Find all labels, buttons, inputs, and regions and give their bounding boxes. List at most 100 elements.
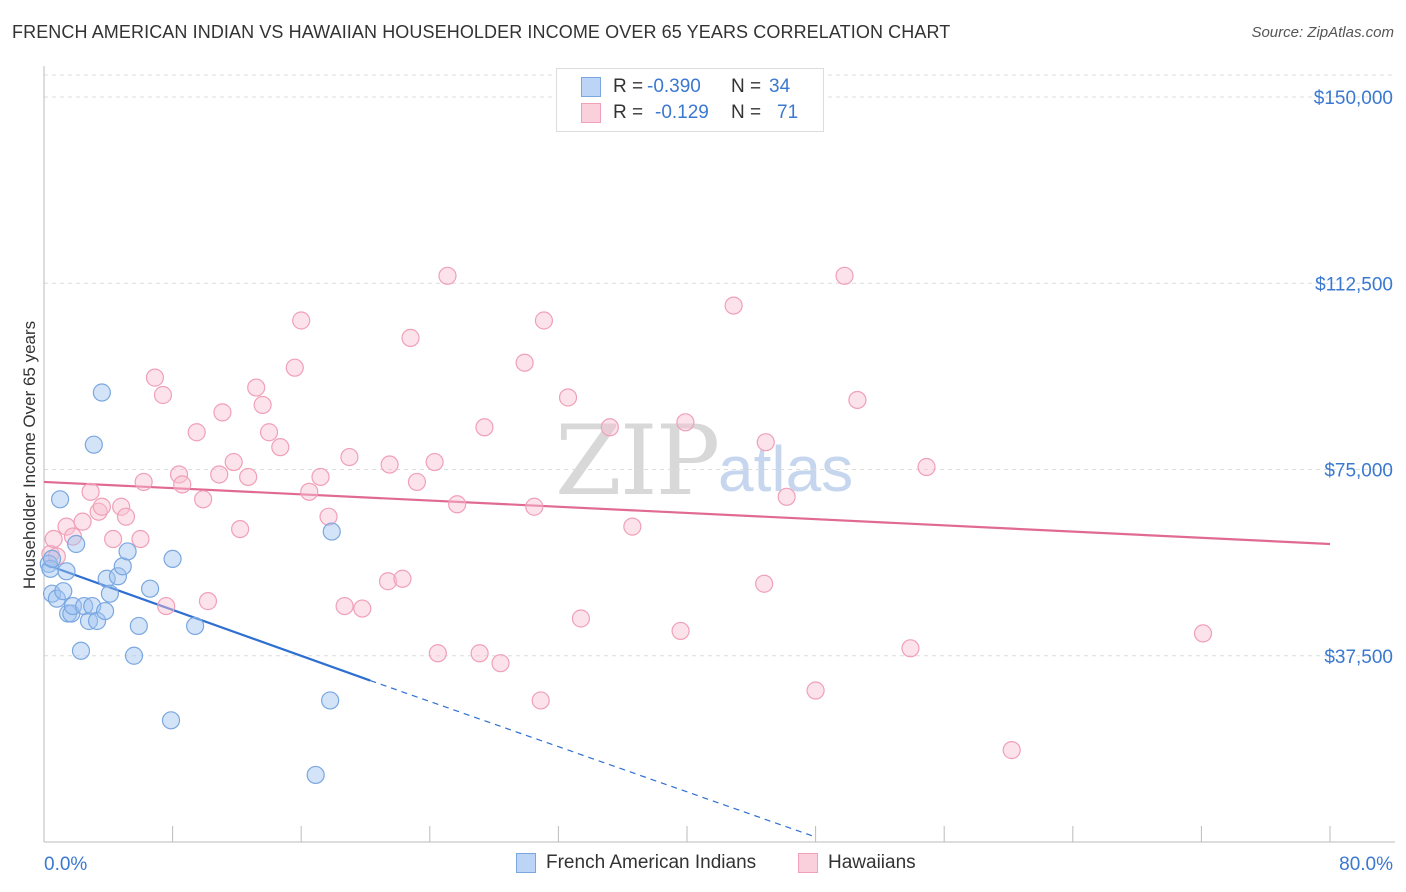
point-french-american-indian [47, 589, 66, 608]
legend-r-value: -0.390 [647, 76, 701, 97]
point-hawaiian [777, 487, 796, 506]
y-tick-label: $150,000 [1314, 88, 1393, 109]
point-hawaiian [755, 574, 774, 593]
point-hawaiian [676, 413, 695, 432]
point-french-american-indian [42, 549, 62, 569]
point-hawaiian [335, 596, 354, 616]
point-hawaiian [81, 482, 100, 501]
point-hawaiian [253, 395, 272, 415]
trend-line-french-american-indians [43, 562, 371, 682]
point-hawaiian [173, 475, 192, 494]
point-french-american-indian [54, 582, 73, 601]
legend-row-french-american-indians: R = -0.390 N = 34 [581, 74, 790, 100]
point-french-american-indian [306, 765, 325, 785]
point-hawaiian [756, 433, 775, 452]
point-hawaiian [380, 455, 399, 474]
point-hawaiian [210, 465, 229, 484]
y-tick-label: $75,000 [1324, 461, 1393, 482]
point-hawaiian [475, 418, 494, 437]
point-hawaiian [259, 423, 279, 442]
point-hawaiian [89, 502, 108, 521]
point-hawaiian [311, 467, 330, 487]
point-hawaiian [525, 497, 544, 516]
point-hawaiian [848, 390, 867, 410]
data-points [39, 266, 1213, 785]
point-french-american-indian [42, 584, 62, 603]
gridlines [44, 74, 1395, 657]
legend-item-hawaiians[interactable]: Hawaiians [798, 852, 916, 874]
point-french-american-indian [57, 562, 76, 581]
legend-r-value: -0.129 [655, 102, 709, 123]
point-hawaiian [198, 592, 218, 611]
legend-item-label: French American Indians [546, 852, 757, 873]
stats-legend: R = -0.390 N = 34 R = -0.129 N = 71 [556, 68, 824, 132]
point-hawaiian [292, 311, 311, 330]
point-french-american-indian [67, 534, 86, 554]
point-french-american-indian [92, 383, 111, 402]
x-tick-label: 0.0% [44, 854, 87, 875]
point-french-american-indian [100, 584, 120, 603]
point-hawaiian [271, 438, 290, 457]
point-french-american-indian [108, 567, 128, 586]
point-french-american-indian [95, 601, 115, 621]
point-hawaiian [1193, 624, 1213, 643]
tick-labels: $37,500 $75,000 $112,500 $150,000 0.0% 80.0% [44, 88, 1393, 875]
point-french-american-indian [50, 490, 70, 509]
trend-lines [43, 480, 1331, 838]
watermark-zip: ZIP [555, 405, 720, 517]
y-tick-label: $112,500 [1315, 274, 1393, 295]
point-hawaiian [44, 529, 63, 549]
point-hawaiian [247, 378, 266, 397]
series-legend: French American Indians Hawaiians [0, 852, 1406, 878]
point-hawaiian [806, 681, 825, 700]
y-tick-label: $37,500 [1324, 647, 1393, 668]
point-hawaiian [470, 644, 489, 663]
point-french-american-indian [322, 522, 341, 541]
point-hawaiian [134, 472, 153, 492]
chart-title: FRENCH AMERICAN INDIAN VS HAWAIIAN HOUSE… [12, 22, 951, 42]
point-hawaiian [407, 472, 427, 492]
point-hawaiian [491, 654, 510, 673]
point-hawaiian [231, 519, 250, 539]
point-french-american-indian [118, 542, 137, 561]
legend-n-label: N = [731, 76, 762, 97]
point-hawaiian [901, 639, 920, 658]
trend-line-hawaiians [43, 480, 1331, 546]
point-hawaiian [448, 495, 467, 514]
point-hawaiian [724, 296, 743, 315]
legend-item-french-american-indians[interactable]: French American Indians [516, 852, 756, 874]
point-french-american-indian [163, 549, 182, 569]
source-label: Source: ZipAtlas.com [1251, 24, 1394, 41]
point-hawaiian [671, 621, 690, 641]
point-hawaiian [239, 467, 258, 487]
point-french-american-indian [186, 616, 205, 636]
point-hawaiian [116, 507, 136, 526]
legend-swatch-blue [581, 77, 601, 97]
point-hawaiian [319, 507, 338, 526]
point-french-american-indian [321, 691, 340, 710]
point-hawaiian [285, 358, 304, 377]
point-hawaiian [131, 529, 150, 549]
point-hawaiian [187, 423, 206, 442]
point-hawaiian [428, 644, 447, 663]
point-hawaiian [153, 385, 173, 405]
x-tick-label: 80.0% [1339, 854, 1393, 875]
point-hawaiian [401, 328, 420, 347]
point-hawaiian [378, 572, 398, 591]
legend-item-label: Hawaiians [828, 852, 916, 873]
point-hawaiian [112, 497, 131, 516]
legend-r-label: R = [613, 76, 644, 97]
point-french-american-indian [129, 616, 148, 636]
point-french-american-indian [71, 641, 91, 660]
point-hawaiian [571, 609, 591, 628]
point-french-american-indian [97, 569, 116, 588]
axes [43, 66, 1395, 843]
point-hawaiian [157, 596, 176, 616]
legend-swatch-pink [798, 853, 818, 873]
point-hawaiian [300, 482, 319, 501]
point-hawaiian [623, 517, 642, 536]
legend-n-value: 34 [769, 76, 791, 97]
point-french-american-indian [140, 579, 160, 598]
point-hawaiian [558, 388, 578, 407]
